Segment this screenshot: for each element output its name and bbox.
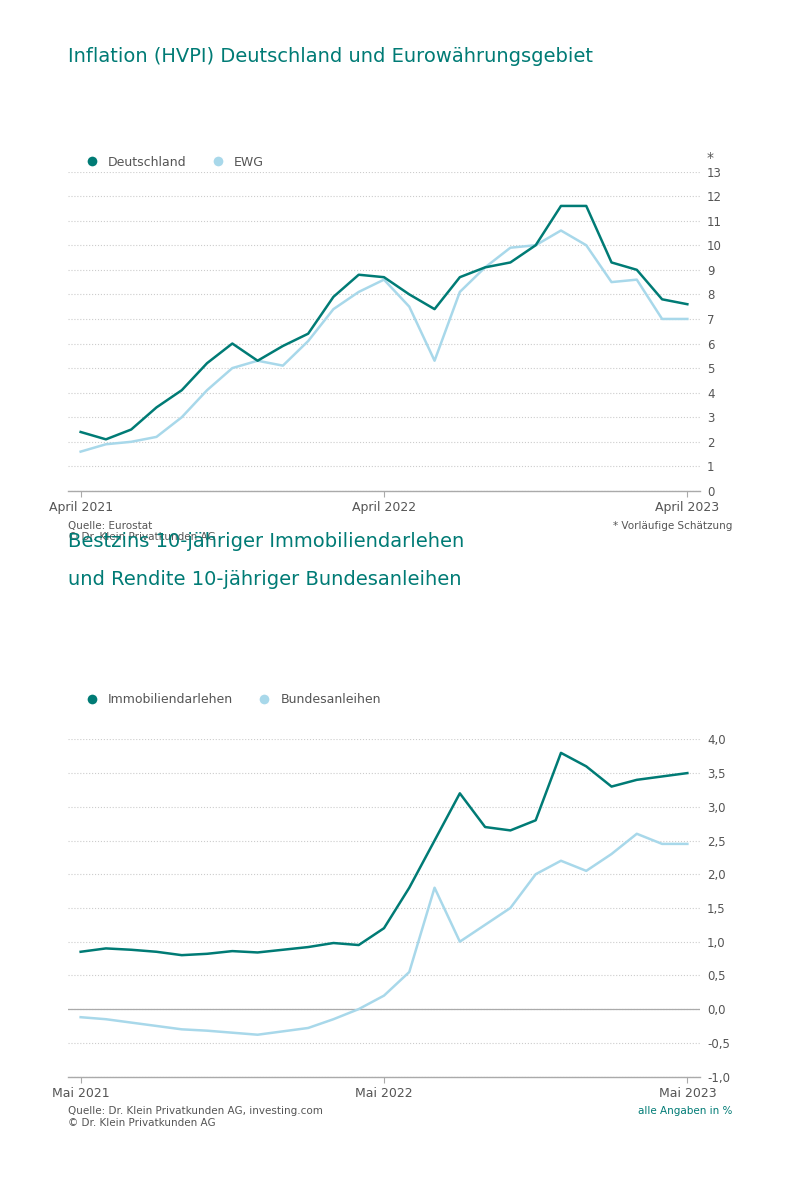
Text: alle Angaben in %: alle Angaben in % [638,1106,732,1116]
Text: Bestzins 10-jähriger Immobiliendarlehen: Bestzins 10-jähriger Immobiliendarlehen [68,532,464,551]
Text: Quelle: Dr. Klein Privatkunden AG, investing.com
© Dr. Klein Privatkunden AG: Quelle: Dr. Klein Privatkunden AG, inves… [68,1106,323,1127]
Text: * Vorläufige Schätzung: * Vorläufige Schätzung [613,521,732,530]
Text: *: * [706,151,714,166]
Text: Quelle: Eurostat
© Dr. Klein Privatkunden AG: Quelle: Eurostat © Dr. Klein Privatkunde… [68,521,216,542]
Text: Inflation (HVPI) Deutschland und Eurowährungsgebiet: Inflation (HVPI) Deutschland und Eurowäh… [68,47,593,66]
Legend: Immobiliendarlehen, Bundesanleihen: Immobiliendarlehen, Bundesanleihen [74,689,386,711]
Text: und Rendite 10-jähriger Bundesanleihen: und Rendite 10-jähriger Bundesanleihen [68,570,462,589]
Legend: Deutschland, EWG: Deutschland, EWG [74,150,269,174]
